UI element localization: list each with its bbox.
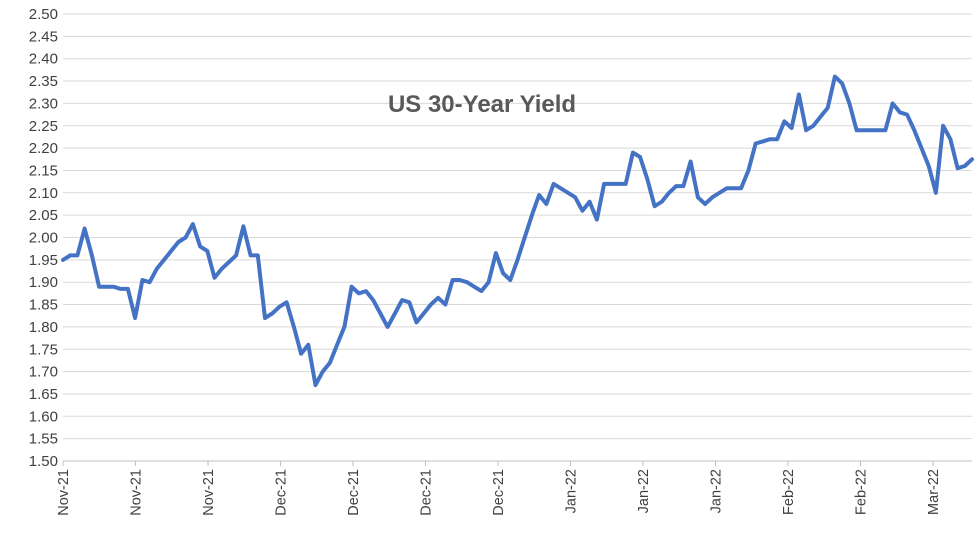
x-tick-label: Nov-21 <box>201 469 217 516</box>
x-tick-label: Mar-22 <box>926 469 942 515</box>
y-tick-label: 2.50 <box>29 6 58 23</box>
y-tick-label: 1.80 <box>29 319 58 336</box>
y-tick-label: 2.10 <box>29 185 58 202</box>
y-tick-label: 2.00 <box>29 230 58 247</box>
y-tick-label: 1.60 <box>29 408 58 425</box>
x-tick-label: Feb-22 <box>781 469 797 515</box>
y-tick-label: 2.15 <box>29 162 58 179</box>
y-tick-label: 1.75 <box>29 341 58 358</box>
x-tick-label: Nov-21 <box>129 469 145 516</box>
y-tick-label: 1.95 <box>29 252 58 269</box>
y-tick-label: 1.85 <box>29 297 58 314</box>
x-tick-label: Nov-21 <box>56 469 72 516</box>
x-tick-label: Dec-21 <box>346 469 362 516</box>
x-axis: Nov-21 Nov-21 Nov-21 Dec-21 Dec-21 Dec-21 Dec-… <box>56 460 972 516</box>
x-tick-label: Jan-22 <box>564 469 580 513</box>
y-tick-label: 1.65 <box>29 386 58 403</box>
x-tick-label: Dec-21 <box>274 469 290 516</box>
y-tick-label: 2.45 <box>29 28 58 45</box>
x-tick-label: Dec-21 <box>419 469 435 516</box>
yield-series-line <box>61 74 974 387</box>
y-tick-label: 1.70 <box>29 364 58 381</box>
y-tick-label: 2.35 <box>29 73 58 90</box>
x-tick-label: Dec-21 <box>491 469 507 516</box>
y-tick-label: 2.40 <box>29 51 58 68</box>
y-tick-label: 2.05 <box>29 207 58 224</box>
y-tick-label: 1.50 <box>29 453 58 470</box>
y-tick-label: 1.90 <box>29 274 58 291</box>
chart-title: US 30-Year Yield <box>388 91 576 118</box>
x-tick-label: Feb-22 <box>854 469 870 515</box>
y-tick-label: 2.25 <box>29 118 58 135</box>
y-tick-label: 1.55 <box>29 431 58 448</box>
y-tick-label: 2.30 <box>29 95 58 112</box>
x-tick-label: Jan-22 <box>636 469 652 513</box>
y-axis: 1.50 1.55 1.60 1.65 1.70 1.75 1.80 1.85 1.90 1.95… <box>29 6 58 470</box>
x-tick-label: Jan-22 <box>709 469 725 513</box>
y-tick-label: 2.20 <box>29 140 58 157</box>
